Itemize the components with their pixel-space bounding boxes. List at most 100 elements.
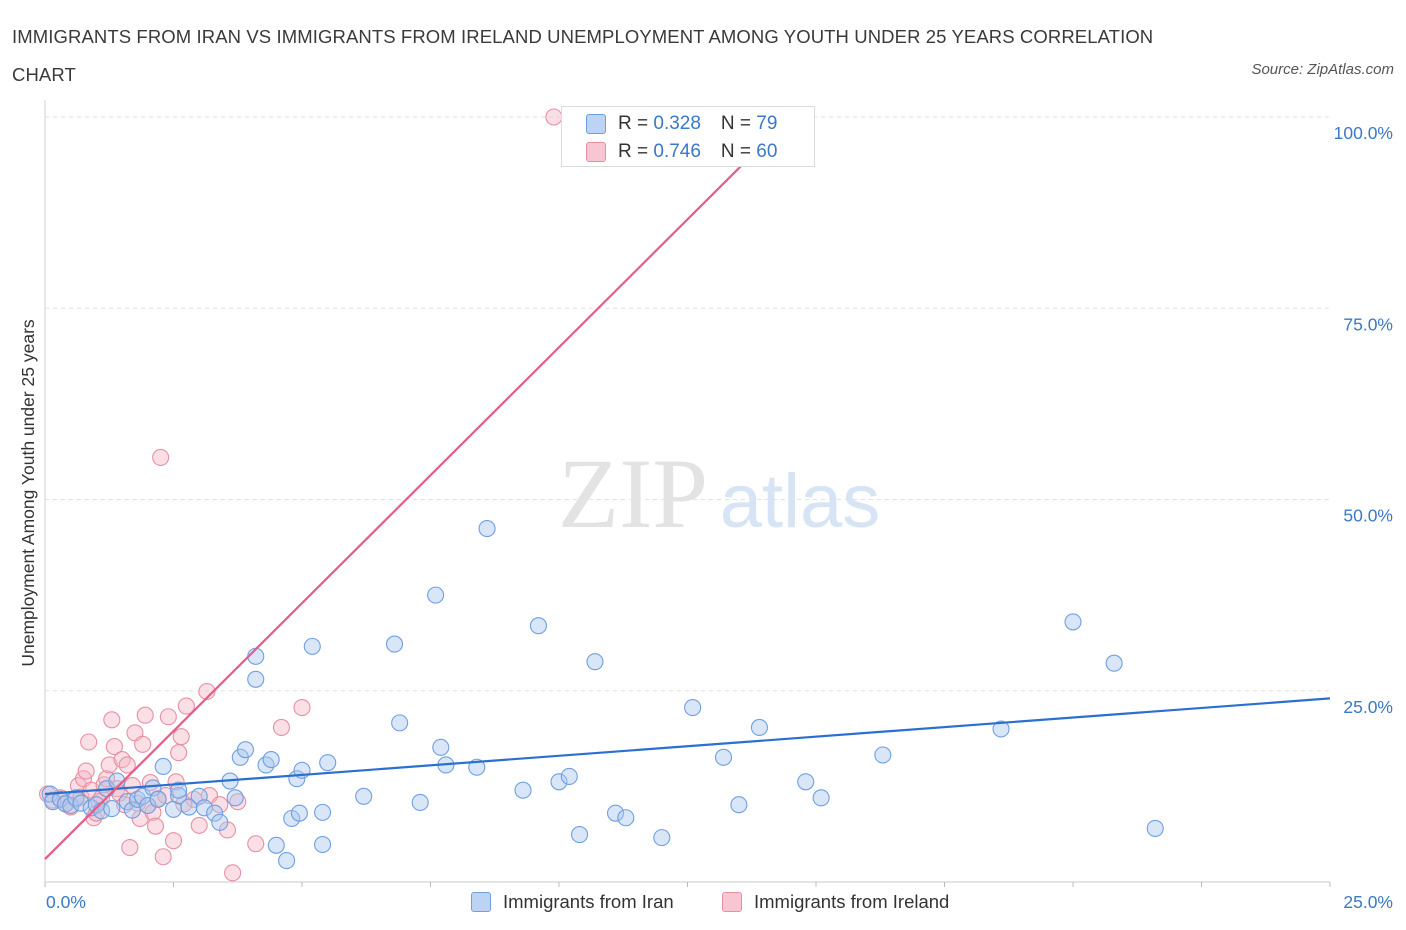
data-point	[134, 735, 152, 753]
axes	[44, 100, 1331, 887]
trend-lines	[44, 116, 1331, 860]
data-point	[586, 653, 604, 671]
data-point	[684, 699, 702, 717]
data-point	[1064, 613, 1082, 631]
legend-label-ireland: Immigrants from Ireland	[754, 891, 950, 912]
data-point	[226, 789, 244, 807]
data-point	[139, 796, 157, 815]
y-tick-label: 100.0%	[1334, 123, 1393, 143]
data-point	[170, 744, 188, 762]
data-point	[236, 741, 255, 759]
data-point	[170, 787, 188, 805]
data-point	[121, 839, 139, 857]
data-point	[105, 738, 123, 756]
data-point	[152, 448, 170, 466]
data-point	[290, 804, 308, 822]
data-point	[730, 796, 748, 814]
ireland-swatch	[586, 142, 606, 162]
iran-swatch	[471, 892, 491, 912]
data-point	[514, 781, 532, 799]
data-point	[714, 748, 733, 766]
n-value: 60	[756, 141, 778, 162]
correlation-legend: R = 0.328 N = 79 R = 0.746 N = 60	[561, 106, 815, 167]
trend-line	[44, 116, 792, 860]
data-point	[427, 586, 445, 604]
data-point	[797, 773, 815, 791]
data-point	[118, 756, 136, 774]
data-point	[550, 773, 568, 791]
x-tick-label: 25.0%	[1343, 892, 1393, 912]
trend-line	[44, 697, 1331, 796]
data-point	[529, 617, 547, 635]
data-point	[211, 813, 229, 831]
y-axis-label: Unemployment Among Youth under 25 years	[18, 319, 38, 667]
data-point	[157, 787, 175, 805]
data-point	[267, 836, 285, 854]
chart-title: IMMIGRANTS FROM IRAN VS IMMIGRANTS FROM …	[12, 26, 1154, 85]
legend-row-iran: R = 0.328 N = 79	[586, 112, 777, 136]
data-point	[314, 803, 332, 821]
data-point	[77, 762, 95, 780]
data-point	[545, 108, 563, 126]
data-point	[385, 635, 404, 653]
data-point	[874, 746, 892, 764]
x-tick-labels: 0.0% 25.0%	[46, 892, 1393, 912]
data-point	[123, 801, 141, 819]
data-point	[177, 697, 195, 715]
n-label: N =	[720, 113, 757, 134]
data-point	[262, 751, 280, 769]
data-point	[560, 767, 578, 785]
legend-item-iran: Immigrants from Iran	[471, 889, 674, 915]
data-point	[103, 711, 121, 729]
watermark-zip: ZIP	[558, 438, 708, 549]
data-point	[159, 708, 177, 726]
data-point	[653, 829, 671, 847]
x-tick-label: 0.0%	[46, 892, 86, 912]
data-point	[272, 718, 290, 737]
data-point	[319, 754, 337, 772]
r-label: R =	[618, 113, 654, 134]
data-point	[195, 799, 213, 817]
data-point	[606, 804, 625, 822]
data-point	[247, 835, 265, 853]
data-point	[154, 757, 172, 776]
y-tick-label: 75.0%	[1343, 314, 1393, 334]
data-point	[113, 751, 131, 769]
data-point	[118, 793, 136, 811]
data-point	[154, 848, 172, 866]
data-point	[170, 781, 188, 799]
legend-label-iran: Immigrants from Iran	[503, 891, 674, 912]
data-point	[67, 789, 85, 807]
data-point	[617, 809, 635, 827]
y-tick-label: 50.0%	[1343, 506, 1393, 526]
data-point	[355, 787, 373, 805]
data-point	[992, 720, 1010, 738]
y-tick-label: 25.0%	[1343, 697, 1393, 717]
data-point	[391, 714, 409, 732]
grid-lines	[45, 116, 1330, 692]
watermark-atlas: atlas	[720, 459, 881, 544]
data-point	[164, 832, 183, 850]
data-point	[571, 826, 589, 844]
r-value: 0.746	[653, 141, 701, 162]
data-point	[432, 738, 450, 756]
data-point	[750, 718, 769, 737]
data-point	[293, 699, 311, 717]
data-point	[100, 756, 118, 774]
data-point	[278, 852, 296, 870]
data-point	[146, 817, 165, 835]
legend-row-ireland: R = 0.746 N = 60	[586, 140, 777, 164]
n-label: N =	[720, 141, 757, 162]
data-point	[82, 799, 100, 817]
data-point	[172, 728, 190, 746]
series-iran-points	[41, 520, 1164, 870]
data-point	[198, 682, 216, 701]
iran-swatch	[586, 114, 606, 134]
data-point	[257, 756, 275, 774]
n-value: 79	[756, 113, 778, 134]
y-tick-labels: 100.0% 75.0% 50.0% 25.0%	[1334, 123, 1393, 717]
data-point	[206, 804, 224, 822]
data-point	[478, 520, 496, 538]
data-point	[80, 733, 98, 751]
data-point	[98, 770, 116, 788]
